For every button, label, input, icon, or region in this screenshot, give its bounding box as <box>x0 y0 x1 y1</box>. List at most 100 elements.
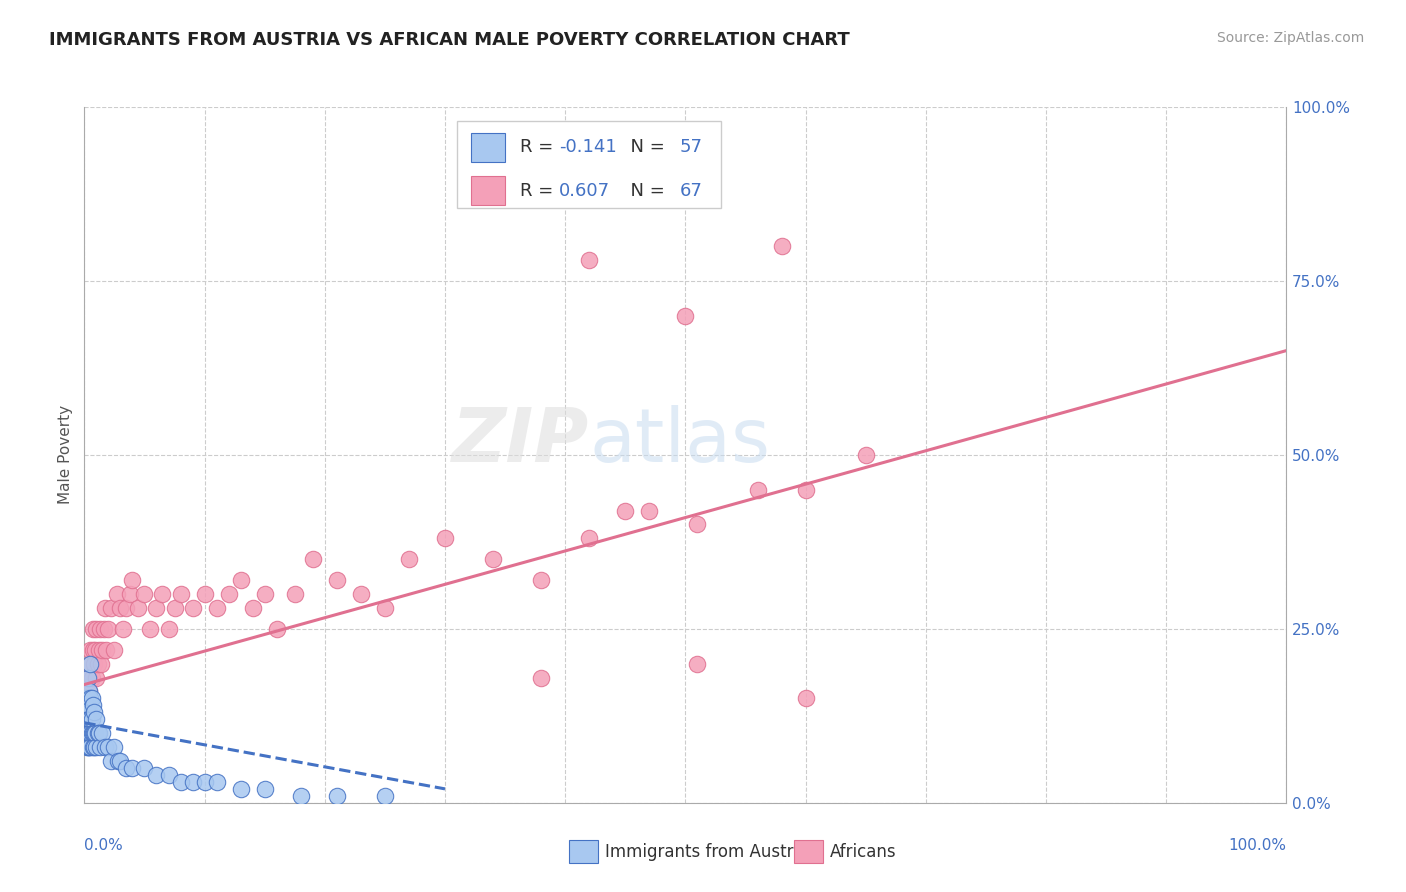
FancyBboxPatch shape <box>471 133 505 162</box>
Point <box>145 768 167 782</box>
Point <box>82 726 104 740</box>
Point <box>75 698 97 713</box>
Point <box>747 483 769 497</box>
Point <box>79 712 101 726</box>
Point <box>76 691 98 706</box>
Point <box>77 671 100 685</box>
Point <box>157 622 180 636</box>
Point <box>75 726 97 740</box>
Text: N =: N = <box>619 138 671 156</box>
Text: -0.141: -0.141 <box>560 138 617 156</box>
Point <box>82 740 104 755</box>
Point <box>578 532 600 546</box>
Point <box>205 601 228 615</box>
Point <box>675 309 697 323</box>
Point <box>83 726 105 740</box>
Point <box>80 691 103 706</box>
Point <box>530 573 553 587</box>
Point <box>79 726 101 740</box>
Point <box>482 552 505 566</box>
Point <box>77 684 100 698</box>
FancyBboxPatch shape <box>457 121 721 208</box>
Point <box>86 671 108 685</box>
Text: Africans: Africans <box>830 843 896 861</box>
Point <box>163 601 186 615</box>
Point <box>139 622 162 636</box>
Point <box>350 587 373 601</box>
Point <box>75 712 97 726</box>
Point <box>77 671 100 685</box>
Text: Immigrants from Austria: Immigrants from Austria <box>605 843 808 861</box>
Point <box>83 657 105 671</box>
Point <box>80 726 103 740</box>
Text: Source: ZipAtlas.com: Source: ZipAtlas.com <box>1216 31 1364 45</box>
Point <box>86 712 108 726</box>
Point <box>145 601 167 615</box>
Point <box>686 517 709 532</box>
Point <box>242 601 264 615</box>
Point <box>86 622 108 636</box>
Point <box>86 657 108 671</box>
Point <box>79 642 101 657</box>
Point <box>374 601 396 615</box>
Point <box>686 657 709 671</box>
Point <box>76 712 98 726</box>
Point <box>794 483 817 497</box>
Point <box>79 657 101 671</box>
Point <box>134 761 156 775</box>
Point <box>90 657 112 671</box>
Point <box>127 601 149 615</box>
Text: 67: 67 <box>679 182 702 200</box>
Point <box>181 601 204 615</box>
Point <box>121 761 143 775</box>
Point <box>77 726 100 740</box>
Text: R =: R = <box>520 138 558 156</box>
Point <box>82 622 104 636</box>
Text: 100.0%: 100.0% <box>1229 838 1286 853</box>
Point <box>97 740 120 755</box>
Point <box>93 622 115 636</box>
Point <box>266 622 288 636</box>
Point <box>82 698 104 713</box>
Point <box>94 740 117 755</box>
Point <box>83 706 105 720</box>
FancyBboxPatch shape <box>569 840 598 863</box>
Text: R =: R = <box>520 182 558 200</box>
Point <box>79 740 101 755</box>
Point <box>83 740 105 755</box>
Point <box>105 587 128 601</box>
Point <box>110 754 132 768</box>
Point <box>79 657 101 671</box>
Point <box>229 781 252 796</box>
Point <box>115 601 138 615</box>
Point <box>770 239 793 253</box>
Point <box>107 754 129 768</box>
Point <box>100 601 122 615</box>
Point <box>301 552 323 566</box>
Point <box>111 622 134 636</box>
Point <box>229 573 252 587</box>
Point <box>614 503 637 517</box>
Point <box>76 740 98 755</box>
Point <box>326 573 349 587</box>
Point <box>89 622 111 636</box>
Point <box>118 587 141 601</box>
Point <box>94 601 117 615</box>
Point <box>530 671 553 685</box>
Point <box>110 601 132 615</box>
Text: atlas: atlas <box>589 404 770 477</box>
Text: ZIP: ZIP <box>451 404 589 477</box>
Point <box>97 622 120 636</box>
Point <box>253 587 276 601</box>
Text: IMMIGRANTS FROM AUSTRIA VS AFRICAN MALE POVERTY CORRELATION CHART: IMMIGRANTS FROM AUSTRIA VS AFRICAN MALE … <box>49 31 851 49</box>
Point <box>194 587 217 601</box>
Point <box>89 740 111 755</box>
Point <box>134 587 156 601</box>
Point <box>326 789 349 803</box>
Point <box>80 671 103 685</box>
FancyBboxPatch shape <box>471 176 505 205</box>
FancyBboxPatch shape <box>794 840 823 863</box>
Point <box>77 712 100 726</box>
Point <box>86 726 108 740</box>
Point <box>169 775 191 789</box>
